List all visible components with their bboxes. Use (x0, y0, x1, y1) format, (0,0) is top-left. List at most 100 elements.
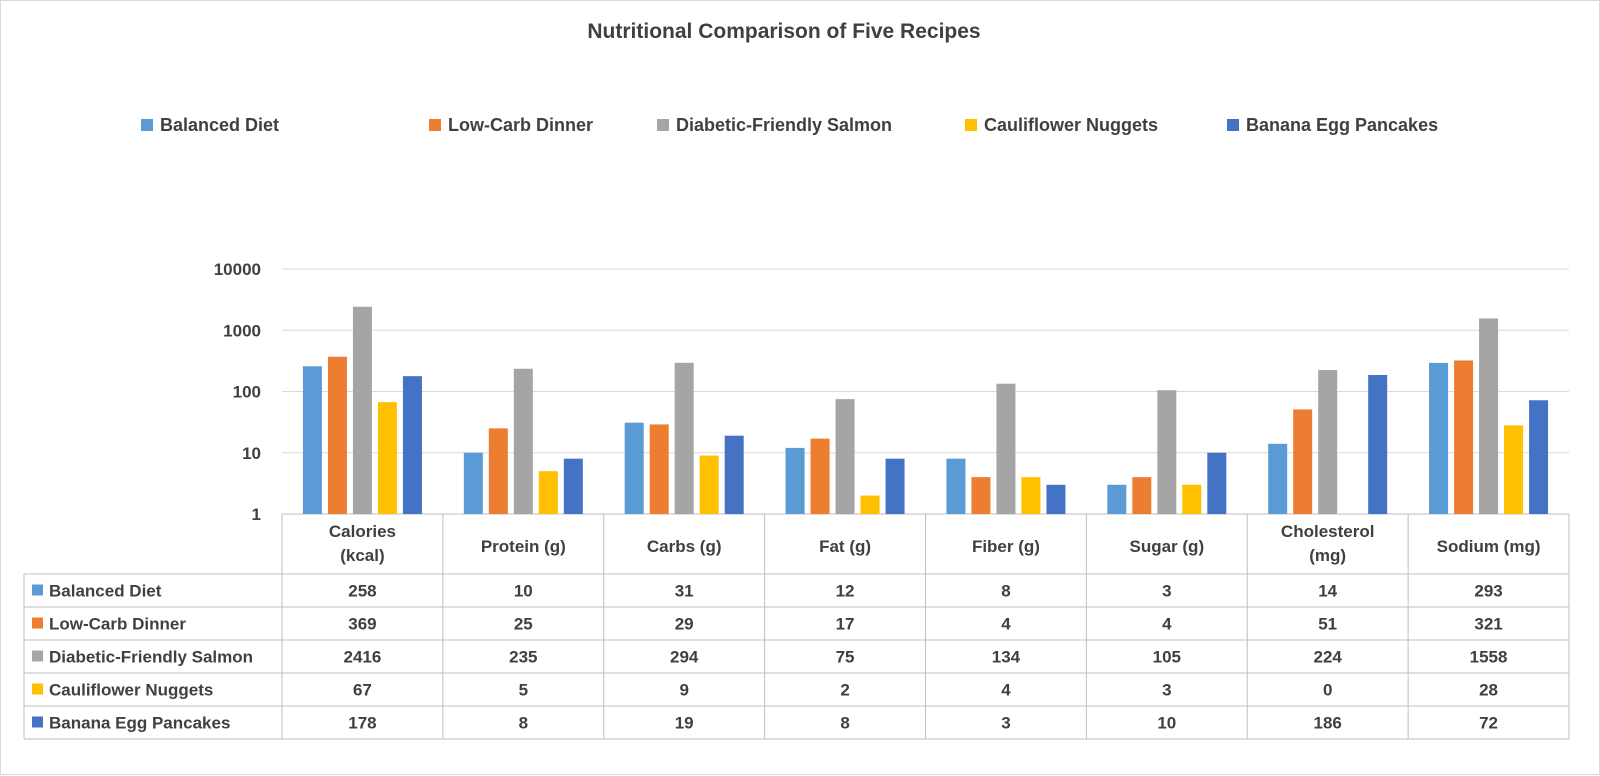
table-cell-low-carb-dinner-fat-g: 17 (836, 615, 855, 634)
category-label-carbs-g: Carbs (g) (647, 537, 722, 556)
legend-swatch-diabetic-friendly-salmon (657, 119, 669, 131)
legend-label-diabetic-friendly-salmon: Diabetic-Friendly Salmon (676, 115, 892, 135)
bar-banana-egg-pancakes-protein-g (563, 458, 583, 514)
table-cell-cauliflower-nuggets-calories-kcal: 67 (353, 681, 372, 700)
bar-diabetic-friendly-salmon-protein-g (513, 368, 533, 514)
bar-banana-egg-pancakes-fiber-g (1046, 484, 1066, 514)
table-cell-banana-egg-pancakes-fiber-g: 3 (1001, 714, 1010, 733)
table-cell-diabetic-friendly-salmon-cholesterol-mg: 224 (1314, 648, 1343, 667)
category-label-fiber-g: Fiber (g) (972, 537, 1040, 556)
category-label-calories-kcal: Calories (329, 522, 396, 541)
bar-banana-egg-pancakes-sodium-mg (1529, 400, 1549, 514)
legend-label-low-carb-dinner: Low-Carb Dinner (448, 115, 593, 135)
table-cell-banana-egg-pancakes-calories-kcal: 178 (348, 714, 376, 733)
table-cell-banana-egg-pancakes-sugar-g: 10 (1157, 714, 1176, 733)
table-cell-cauliflower-nuggets-sodium-mg: 28 (1479, 681, 1498, 700)
bar-balanced-diet-carbs-g (624, 422, 644, 514)
y-tick-10000: 10000 (214, 260, 261, 279)
category-label-cholesterol-mg: (mg) (1309, 546, 1346, 565)
bar-diabetic-friendly-salmon-cholesterol-mg (1318, 370, 1338, 514)
y-tick-1: 1 (252, 505, 261, 524)
category-label-protein-g: Protein (g) (481, 537, 566, 556)
bar-banana-egg-pancakes-carbs-g (724, 435, 744, 514)
table-row-label-low-carb-dinner: Low-Carb Dinner (49, 615, 186, 634)
bar-balanced-diet-protein-g (463, 452, 483, 514)
table-cell-balanced-diet-calories-kcal: 258 (348, 582, 376, 601)
bar-low-carb-dinner-carbs-g (649, 424, 669, 514)
bar-balanced-diet-fat-g (785, 447, 805, 514)
bar-cauliflower-nuggets-calories-kcal (377, 402, 397, 514)
bar-cauliflower-nuggets-protein-g (538, 471, 558, 514)
legend-label-cauliflower-nuggets: Cauliflower Nuggets (984, 115, 1158, 135)
bar-diabetic-friendly-salmon-carbs-g (674, 362, 694, 514)
bars (302, 306, 1549, 514)
y-tick-1000: 1000 (223, 321, 261, 340)
table-cell-cauliflower-nuggets-fat-g: 2 (840, 681, 849, 700)
bar-diabetic-friendly-salmon-sodium-mg (1479, 318, 1499, 514)
y-tick-100: 100 (233, 383, 261, 402)
bar-low-carb-dinner-protein-g (488, 428, 508, 514)
table-cell-low-carb-dinner-protein-g: 25 (514, 615, 533, 634)
table-cell-cauliflower-nuggets-protein-g: 5 (519, 681, 528, 700)
bar-cauliflower-nuggets-carbs-g (699, 455, 719, 514)
legend-swatch-balanced-diet (141, 119, 153, 131)
bar-balanced-diet-calories-kcal (302, 366, 322, 514)
bar-banana-egg-pancakes-cholesterol-mg (1368, 374, 1388, 514)
table-cell-banana-egg-pancakes-carbs-g: 19 (675, 714, 694, 733)
table-cell-balanced-diet-sugar-g: 3 (1162, 582, 1171, 601)
legend: Balanced Diet Low-Carb Dinner Diabetic-Fri… (141, 115, 1438, 135)
table-cell-diabetic-friendly-salmon-protein-g: 235 (509, 648, 537, 667)
table-cell-balanced-diet-cholesterol-mg: 14 (1318, 582, 1337, 601)
bar-cauliflower-nuggets-fiber-g (1021, 477, 1041, 514)
y-axis-ticks: 1 10 100 1000 10000 (214, 260, 261, 524)
legend-swatch-low-carb-dinner (429, 119, 441, 131)
table-cell-cauliflower-nuggets-carbs-g: 9 (679, 681, 688, 700)
chart-title: Nutritional Comparison of Five Recipes (587, 20, 980, 43)
table-cell-balanced-diet-protein-g: 10 (514, 582, 533, 601)
table-cell-diabetic-friendly-salmon-carbs-g: 294 (670, 648, 699, 667)
table-row-label-cauliflower-nuggets: Cauliflower Nuggets (49, 681, 213, 700)
bar-cauliflower-nuggets-sugar-g (1182, 484, 1202, 514)
table-cell-balanced-diet-sodium-mg: 293 (1474, 582, 1502, 601)
table-cell-banana-egg-pancakes-protein-g: 8 (519, 714, 528, 733)
bar-low-carb-dinner-cholesterol-mg (1293, 409, 1313, 514)
table-cell-diabetic-friendly-salmon-fat-g: 75 (836, 648, 855, 667)
table-row-label-banana-egg-pancakes: Banana Egg Pancakes (49, 714, 230, 733)
bar-balanced-diet-fiber-g (946, 458, 966, 514)
table-cell-cauliflower-nuggets-fiber-g: 4 (1001, 681, 1011, 700)
table-cell-low-carb-dinner-calories-kcal: 369 (348, 615, 376, 634)
bar-low-carb-dinner-calories-kcal (327, 356, 347, 514)
bar-low-carb-dinner-fat-g (810, 438, 830, 514)
table-row-label-diabetic-friendly-salmon: Diabetic-Friendly Salmon (49, 648, 253, 667)
bar-diabetic-friendly-salmon-fat-g (835, 399, 855, 514)
table-cell-diabetic-friendly-salmon-sodium-mg: 1558 (1470, 648, 1508, 667)
table-cell-banana-egg-pancakes-cholesterol-mg: 186 (1314, 714, 1342, 733)
data-table: Calories (kcal) Protein (g) Carbs (g) Fat (g… (23, 514, 1570, 740)
category-label-sodium-mg: Sodium (mg) (1437, 537, 1541, 556)
legend-label-balanced-diet: Balanced Diet (160, 115, 279, 135)
table-cell-banana-egg-pancakes-sodium-mg: 72 (1479, 714, 1498, 733)
category-label-calories-kcal: (kcal) (340, 546, 384, 565)
table-row-label-balanced-diet: Balanced Diet (49, 582, 162, 601)
table-cell-banana-egg-pancakes-fat-g: 8 (840, 714, 849, 733)
table-cell-low-carb-dinner-fiber-g: 4 (1001, 615, 1011, 634)
bar-cauliflower-nuggets-fat-g (860, 495, 880, 514)
table-cell-cauliflower-nuggets-sugar-g: 3 (1162, 681, 1171, 700)
table-cell-diabetic-friendly-salmon-fiber-g: 134 (992, 648, 1021, 667)
legend-label-banana-egg-pancakes: Banana Egg Pancakes (1246, 115, 1438, 135)
table-cell-low-carb-dinner-sodium-mg: 321 (1474, 615, 1502, 634)
table-swatch-balanced-diet (32, 584, 43, 596)
bar-balanced-diet-sugar-g (1107, 484, 1127, 514)
table-swatch-diabetic-friendly-salmon (32, 650, 43, 662)
y-tick-10: 10 (242, 444, 261, 463)
table-cell-diabetic-friendly-salmon-sugar-g: 105 (1153, 648, 1181, 667)
bar-low-carb-dinner-sugar-g (1132, 477, 1152, 514)
bar-diabetic-friendly-salmon-sugar-g (1157, 390, 1177, 514)
table-cell-low-carb-dinner-sugar-g: 4 (1162, 615, 1172, 634)
category-label-fat-g: Fat (g) (819, 537, 871, 556)
bar-low-carb-dinner-fiber-g (971, 477, 991, 514)
bar-banana-egg-pancakes-sugar-g (1207, 452, 1227, 514)
table-cell-low-carb-dinner-carbs-g: 29 (675, 615, 694, 634)
